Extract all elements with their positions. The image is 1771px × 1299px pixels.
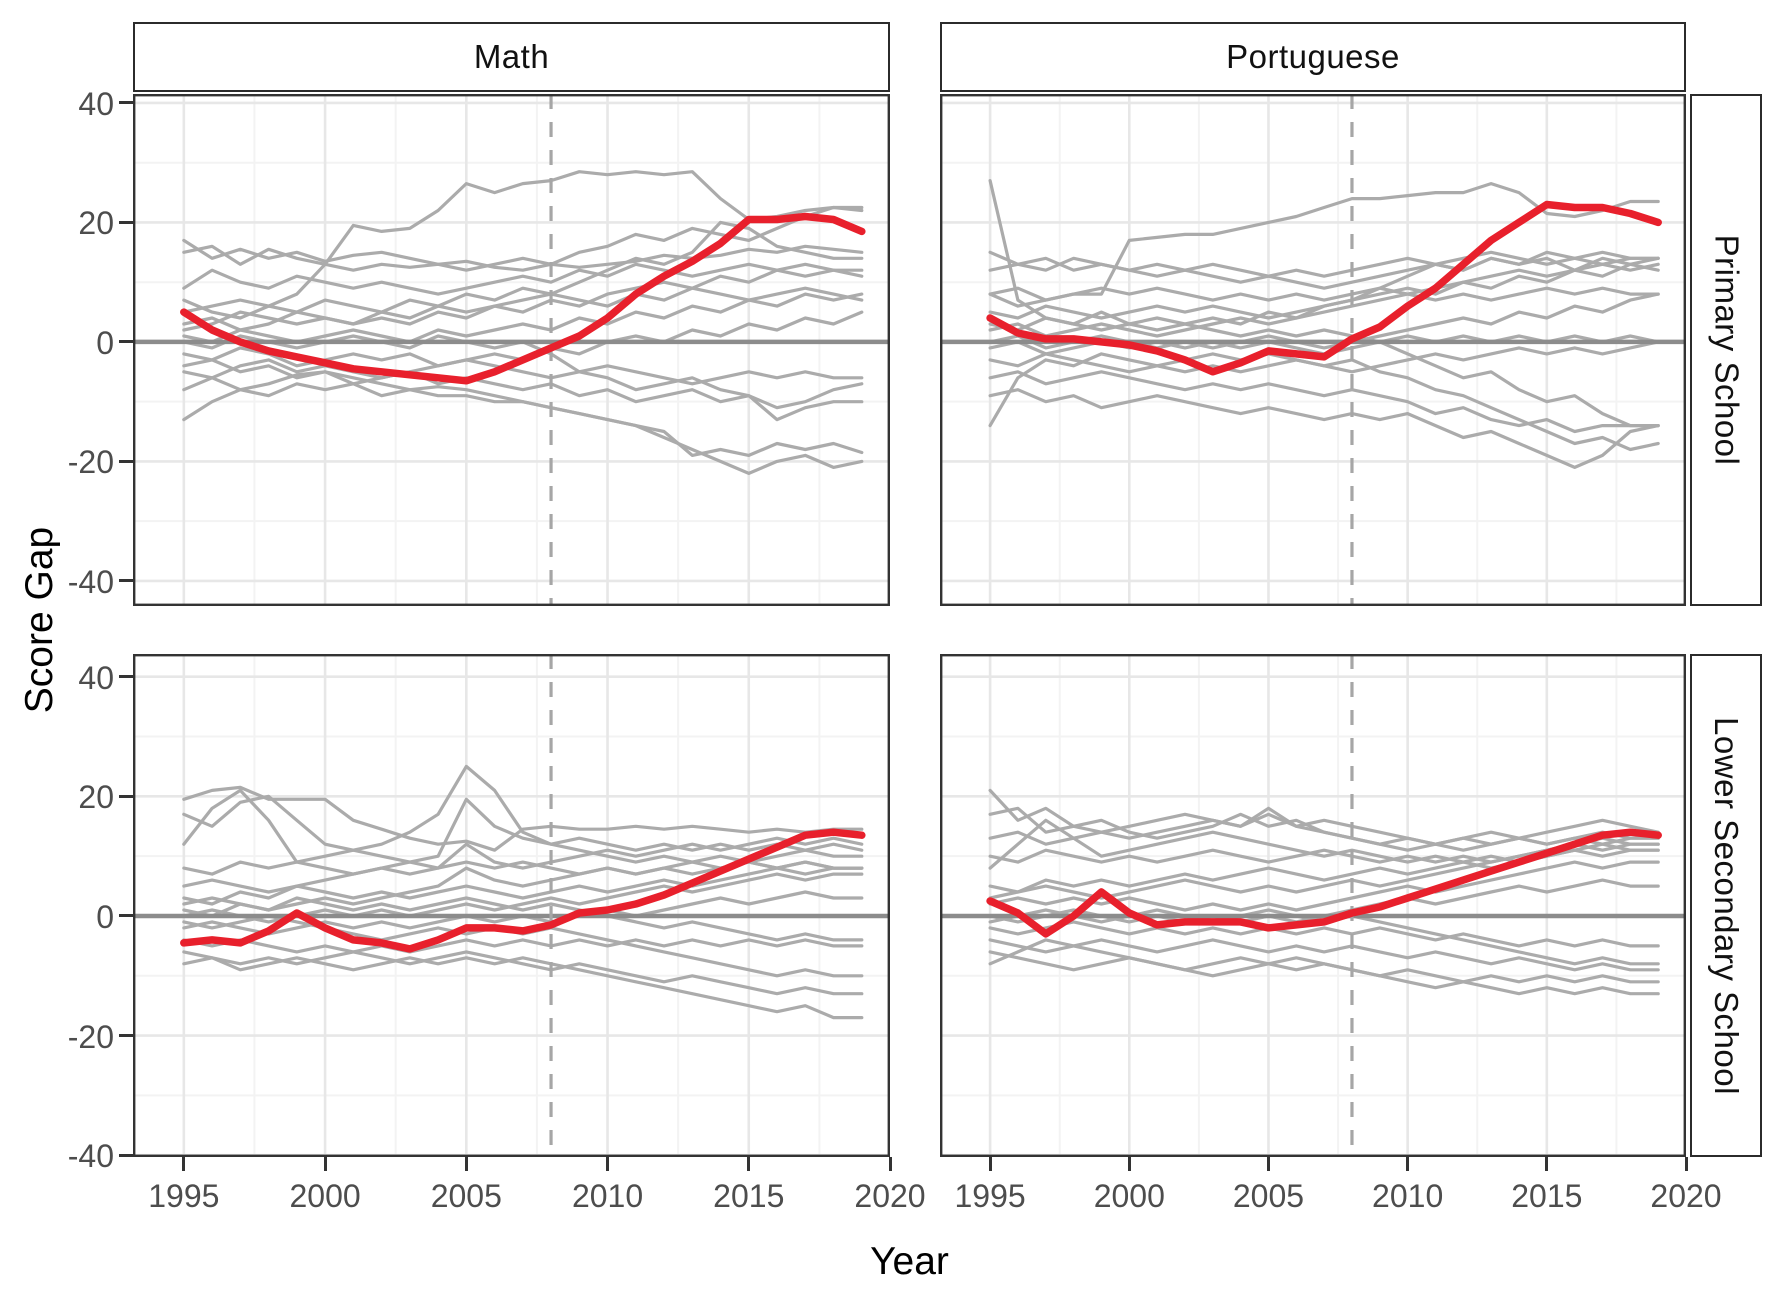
facet-strip-lower-secondary-school: Lower Secondary School (1690, 654, 1762, 1157)
x-axis-tick-label: 2020 (1650, 1178, 1722, 1214)
x-axis-tick-mark (1127, 1157, 1131, 1171)
y-axis-tick-label: 40 (78, 659, 114, 696)
x-axis-tick-mark (988, 1157, 992, 1171)
x-axis-tick-label: 1995 (148, 1178, 220, 1214)
y-axis-tick-mark (119, 794, 133, 798)
x-axis-tick-mark (888, 1157, 892, 1171)
y-axis-tick-mark (119, 220, 133, 224)
y-axis-tick-mark (119, 459, 133, 463)
panel-portuguese-lower-secondary-school (940, 654, 1686, 1157)
panel-portuguese-primary-school (940, 94, 1686, 606)
facet-strip-math-label: Math (473, 38, 550, 75)
line-chart-svg-math-1 (133, 654, 890, 1157)
facet-strip-lower-secondary-school-label: Lower Secondary School (1708, 716, 1746, 1095)
x-axis-tick-label: 2020 (854, 1178, 926, 1214)
line-chart-svg-portuguese-1 (940, 654, 1686, 1157)
facet-strip-portuguese-label: Portuguese (1226, 38, 1400, 75)
facet-strip-portuguese: Portuguese (940, 22, 1686, 92)
panel-math-primary-school (133, 94, 890, 606)
y-axis-tick-label: -40 (67, 1138, 114, 1175)
y-axis-tick-label: 0 (96, 324, 114, 361)
y-axis-tick-mark (119, 914, 133, 918)
y-axis-tick-mark (119, 101, 133, 105)
panel-math-lower-secondary-school (133, 654, 890, 1157)
facet-strip-primary-school: Primary School (1690, 94, 1762, 606)
y-axis-tick-label: -40 (67, 563, 114, 600)
x-axis-tick-mark (1684, 1157, 1688, 1171)
x-axis-tick-label: 2010 (1372, 1178, 1444, 1214)
x-axis-tick-label: 2000 (289, 1178, 361, 1214)
facet-strip-primary-school-label: Primary School (1708, 234, 1746, 466)
y-axis-tick-mark (119, 1034, 133, 1038)
y-axis-tick-label: -20 (67, 444, 114, 481)
line-chart-svg-math-0 (133, 94, 890, 606)
x-axis-tick-mark (464, 1157, 468, 1171)
x-axis-tick-mark (1406, 1157, 1410, 1171)
x-axis-tick-mark (606, 1157, 610, 1171)
x-axis-title: Year (870, 1240, 949, 1283)
x-axis-tick-label: 2010 (571, 1178, 644, 1214)
line-chart-svg-portuguese-0 (940, 94, 1686, 606)
facet-strip-math: Math (133, 22, 890, 92)
x-axis-tick-label: 2005 (1232, 1178, 1305, 1214)
x-axis-tick-label: 2000 (1093, 1178, 1165, 1214)
x-axis-tick-label: 2015 (713, 1178, 785, 1214)
x-axis-tick-mark (323, 1157, 327, 1171)
y-axis-tick-mark (119, 675, 133, 679)
y-axis-tick-label: -20 (67, 1018, 114, 1055)
x-axis-tick-mark (182, 1157, 186, 1171)
y-axis-tick-mark (119, 579, 133, 583)
y-axis-tick-label: 20 (78, 205, 114, 242)
x-axis-tick-mark (1266, 1157, 1270, 1171)
y-axis-tick-mark (119, 340, 133, 344)
x-axis-tick-label: 1995 (954, 1178, 1026, 1214)
x-axis-tick-label: 2005 (430, 1178, 502, 1214)
x-axis-tick-mark (747, 1157, 751, 1171)
x-axis-tick-mark (1545, 1157, 1549, 1171)
y-axis-title: Score Gap (18, 526, 61, 714)
y-axis-tick-mark (119, 1153, 133, 1157)
y-axis-tick-label: 0 (96, 898, 114, 935)
x-axis-tick-label: 2015 (1511, 1178, 1583, 1214)
y-axis-tick-label: 20 (78, 779, 114, 816)
y-axis-tick-label: 40 (78, 85, 114, 122)
